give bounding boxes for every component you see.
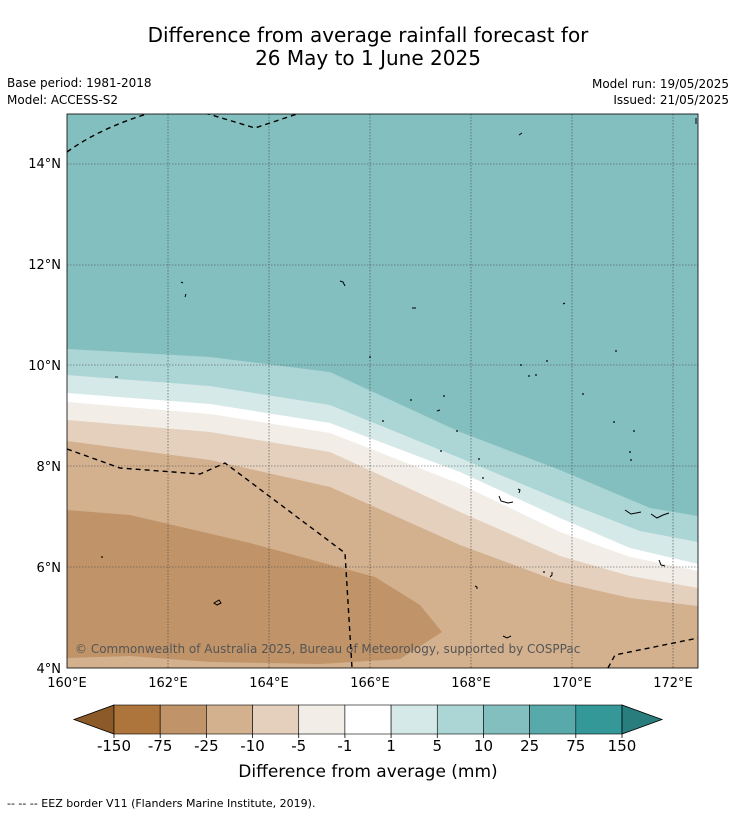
lat-label: 12°N	[28, 258, 61, 273]
graticule	[67, 114, 698, 668]
title-line-2: 26 May to 1 June 2025	[255, 46, 481, 70]
model-run-label: Model run: 19/05/2025	[591, 77, 729, 91]
colorbar-segment	[529, 704, 577, 735]
colorbar-segment	[344, 704, 392, 735]
colorbar-tick-label: 1	[386, 737, 396, 755]
colorbar-tick-label: -75	[148, 737, 173, 755]
lat-label: 6°N	[37, 561, 62, 576]
colorbar-tick-label: -25	[194, 737, 219, 755]
colorbar-tick-label: -150	[97, 737, 131, 755]
colorbar-segment	[113, 704, 161, 735]
base-period-label: Base period: 1981-2018	[7, 76, 152, 90]
lon-label: 172°E	[653, 676, 693, 691]
colorbar-segment	[575, 704, 623, 735]
lat-label: 14°N	[28, 157, 61, 172]
forecast-map: © Commonwealth of Australia 2025, Bureau…	[28, 113, 699, 755]
colorbar-segment	[436, 704, 484, 735]
colorbar-tick-label: 10	[474, 737, 493, 755]
colorbar-label: Difference from average (mm)	[238, 762, 498, 782]
colorbar-extend-low	[72, 704, 115, 735]
colorbar-extend-high	[621, 704, 664, 735]
colorbar-tick-label: 5	[432, 737, 442, 755]
map-frame	[66, 113, 699, 669]
colorbar-segment	[298, 704, 346, 735]
longitude-labels: 160°E 162°E 164°E 166°E 168°E 170°E 172°…	[47, 676, 693, 691]
lon-label: 166°E	[350, 676, 390, 691]
colorbar-segment	[206, 704, 253, 735]
lon-label: 162°E	[148, 676, 188, 691]
colorbar-tick-label: 25	[520, 737, 539, 755]
lat-label: 10°N	[28, 359, 61, 374]
lat-label: 8°N	[37, 460, 62, 475]
title-line-1: Difference from average rainfall forecas…	[147, 23, 589, 47]
island-dots	[101, 350, 635, 573]
band-minus75-to-minus25	[67, 510, 442, 664]
lat-label: 4°N	[37, 662, 62, 677]
colorbar-segment	[252, 704, 300, 735]
colorbar: -150 -75 -25 -10 -5 -1 1 5 10 25 75 150	[72, 704, 664, 755]
issued-label: Issued: 21/05/2025	[613, 93, 729, 107]
colorbar-tick-label: -1	[337, 737, 352, 755]
lon-label: 160°E	[47, 676, 87, 691]
latitude-labels: 14°N 12°N 10°N 8°N 6°N 4°N	[28, 157, 61, 677]
colorbar-segment	[159, 704, 207, 735]
colorbar-segment	[390, 704, 438, 735]
rainfall-anomaly-layer	[67, 114, 698, 668]
colorbar-tick-label: -10	[240, 737, 265, 755]
colorbar-segment	[483, 704, 530, 735]
lon-label: 164°E	[249, 676, 289, 691]
colorbar-tick-label: 75	[566, 737, 585, 755]
lon-label: 170°E	[552, 676, 592, 691]
island-outlines	[115, 118, 697, 639]
model-label: Model: ACCESS-S2	[7, 93, 119, 107]
colorbar-tick-label: 150	[608, 737, 637, 755]
eez-footnote: -- -- -- EEZ border V11 (Flanders Marine…	[7, 797, 316, 810]
lon-label: 168°E	[451, 676, 491, 691]
eez-border	[67, 114, 698, 668]
copyright-text: © Commonwealth of Australia 2025, Bureau…	[75, 642, 580, 656]
colorbar-tick-label: -5	[291, 737, 306, 755]
